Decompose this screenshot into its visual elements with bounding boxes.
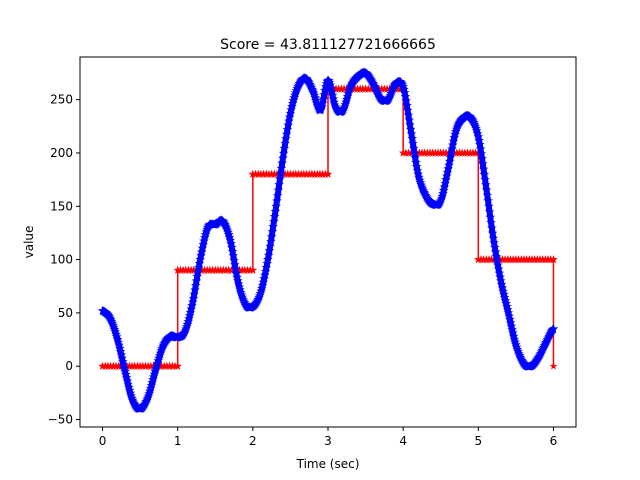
chart-title: Score = 43.811127721666665	[220, 37, 436, 53]
x-axis-label: Time (sec)	[296, 457, 360, 471]
x-tick-label: 4	[399, 434, 407, 448]
wave-series-line	[100, 69, 556, 412]
step-point-marker	[173, 361, 182, 370]
y-tick-label: 250	[50, 93, 73, 107]
step-point-marker	[549, 255, 558, 264]
step-point-marker	[248, 265, 258, 274]
y-tick-label: 150	[50, 199, 73, 213]
y-tick-label: −50	[48, 413, 73, 427]
series-layer	[97, 67, 559, 413]
x-tick-label: 3	[324, 434, 332, 448]
y-tick-label: 0	[65, 359, 73, 373]
plot-area: 0 1 2 3 4 5 6 −50 0 50 100 150 200 250	[48, 56, 577, 448]
series-wave-group	[97, 67, 559, 413]
y-tick-label: 200	[50, 146, 73, 160]
x-tick-label: 1	[174, 434, 182, 448]
x-tick-label: 0	[99, 434, 107, 448]
x-tick-label: 6	[550, 434, 558, 448]
y-tick-label: 100	[50, 253, 73, 267]
x-tick-label: 5	[474, 434, 482, 448]
step-point-marker	[549, 362, 558, 370]
step-point-marker	[323, 169, 333, 178]
y-tick-label: 50	[58, 306, 73, 320]
wave-point-marker	[548, 323, 559, 333]
x-tick-label: 2	[249, 434, 257, 448]
y-axis-label: value	[22, 226, 36, 259]
tick-layer: 0 1 2 3 4 5 6 −50 0 50 100 150 200 250	[48, 93, 558, 448]
